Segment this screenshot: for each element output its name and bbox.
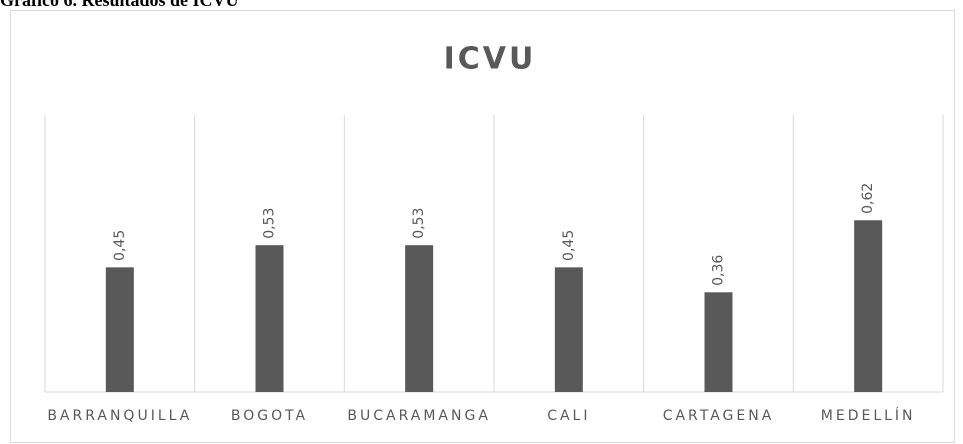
value-label: 0,53 (411, 208, 427, 239)
bar (704, 292, 733, 392)
x-tick-label: CARTAGENA (663, 408, 775, 424)
bar (854, 220, 883, 392)
value-label: 0,45 (112, 230, 128, 261)
caption: Gráfico 6. Resultados de ICVU (0, 0, 239, 10)
value-label: 0,45 (561, 230, 577, 261)
bar (405, 245, 434, 392)
x-tick-label: BUCARAMANGA (347, 408, 491, 424)
bar (255, 245, 284, 392)
x-tick-label: BARRANQUILLA (47, 408, 192, 424)
x-tick-label: MEDELLÍN (821, 407, 916, 424)
x-tick-label: CALI (547, 408, 590, 424)
x-tick-label: BOGOTA (231, 408, 308, 424)
bar (554, 267, 583, 392)
value-label: 0,53 (262, 208, 278, 239)
value-label: 0,62 (860, 183, 876, 214)
chart-border (10, 10, 955, 443)
bar (105, 267, 134, 392)
chart-title: ICVU (444, 42, 537, 77)
value-label: 0,36 (711, 255, 727, 286)
